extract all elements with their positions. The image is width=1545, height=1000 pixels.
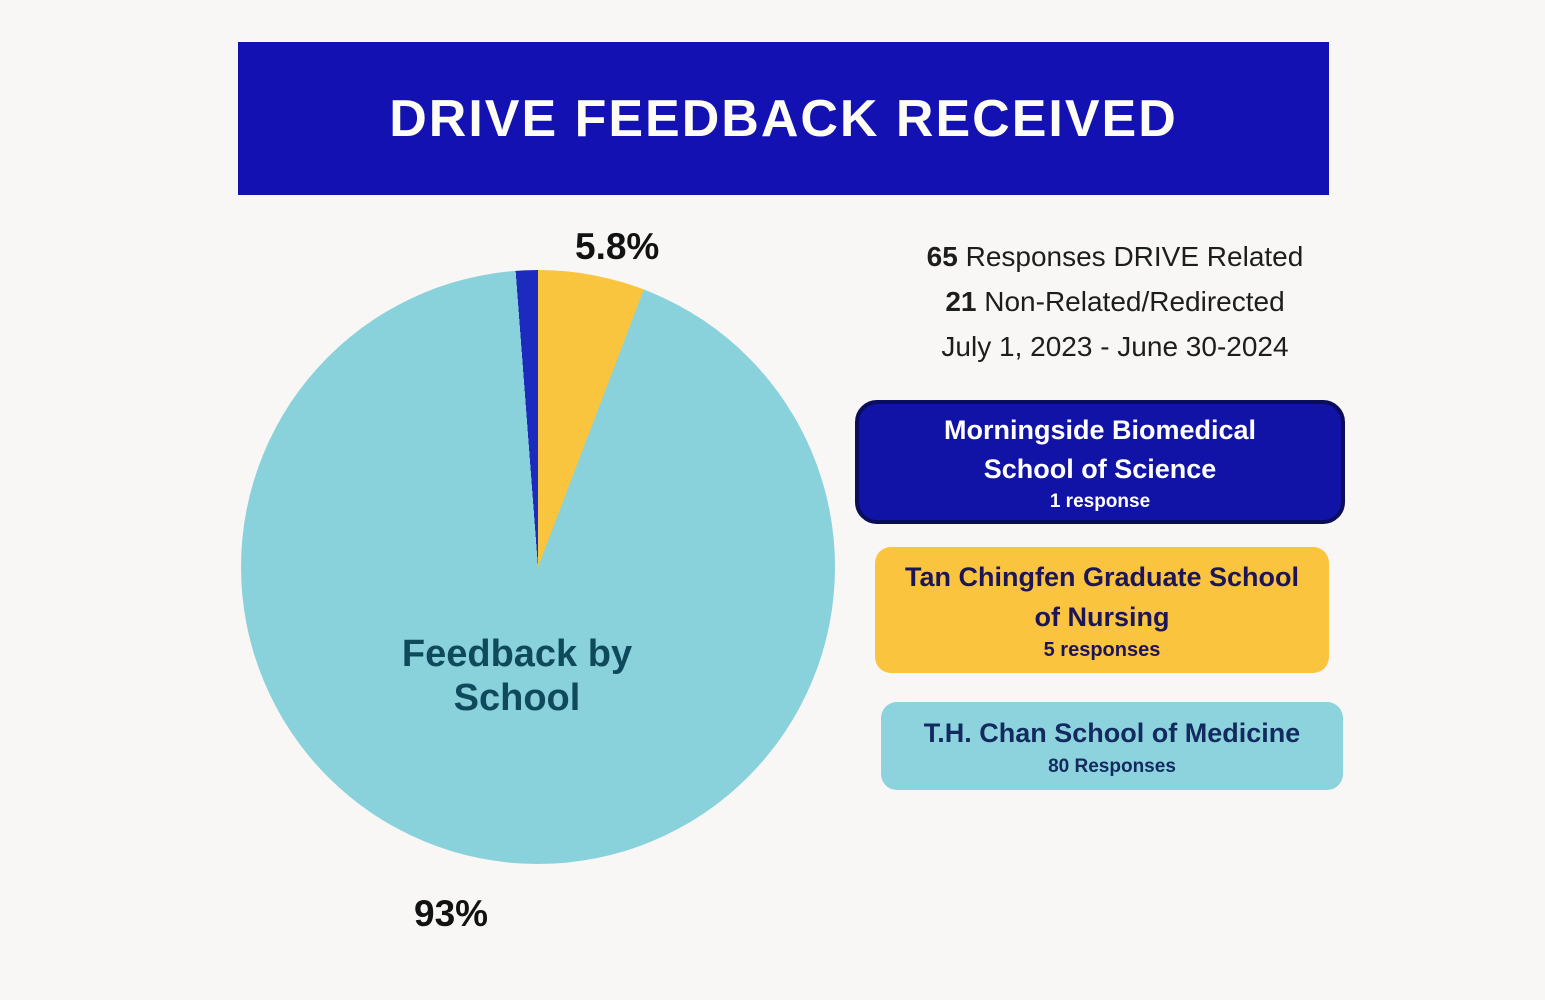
summary-line-non-related: 21 Non-Related/Redirected (880, 279, 1350, 324)
legend-science-title: Morningside Biomedical School of Science (943, 414, 1257, 484)
legend-nursing-title: Tan Chingfen Graduate School of Nursing (904, 562, 1300, 632)
summary-count-drive: 65 (926, 241, 958, 272)
pie-chart (241, 270, 835, 864)
legend-item-medicine: T.H. Chan School of Medicine 80 Response… (881, 702, 1343, 790)
legend-item-nursing: Tan Chingfen Graduate School of Nursing … (875, 547, 1329, 673)
legend-item-science: Morningside Biomedical School of Science… (855, 400, 1345, 524)
pie-label-nursing-percent: 5.8% (575, 226, 660, 267)
title-banner: DRIVE FEEDBACK RECEIVED (238, 42, 1329, 195)
summary-line-drive-related: 65 Responses DRIVE Related (880, 234, 1350, 279)
legend-medicine-count: 80 Responses (1048, 755, 1176, 777)
summary-text-non-related: Non-Related/Redirected (976, 286, 1285, 317)
summary-line-date-range: July 1, 2023 - June 30-2024 (880, 324, 1350, 369)
pie-center-label: Feedback by School (401, 633, 633, 719)
legend-nursing-count: 5 responses (1043, 638, 1161, 661)
pie-label-medicine-percent: 93% (414, 893, 489, 934)
summary-count-non-related: 21 (945, 286, 977, 317)
legend-science-count: 1 response (1049, 491, 1151, 513)
summary-text-drive: Responses DRIVE Related (957, 241, 1304, 272)
summary-block: 65 Responses DRIVE Related 21 Non-Relate… (880, 234, 1350, 369)
summary-text-date-range: July 1, 2023 - June 30-2024 (941, 331, 1289, 362)
legend-medicine-title: T.H. Chan School of Medicine (923, 718, 1301, 749)
page-title: DRIVE FEEDBACK RECEIVED (389, 89, 1178, 148)
